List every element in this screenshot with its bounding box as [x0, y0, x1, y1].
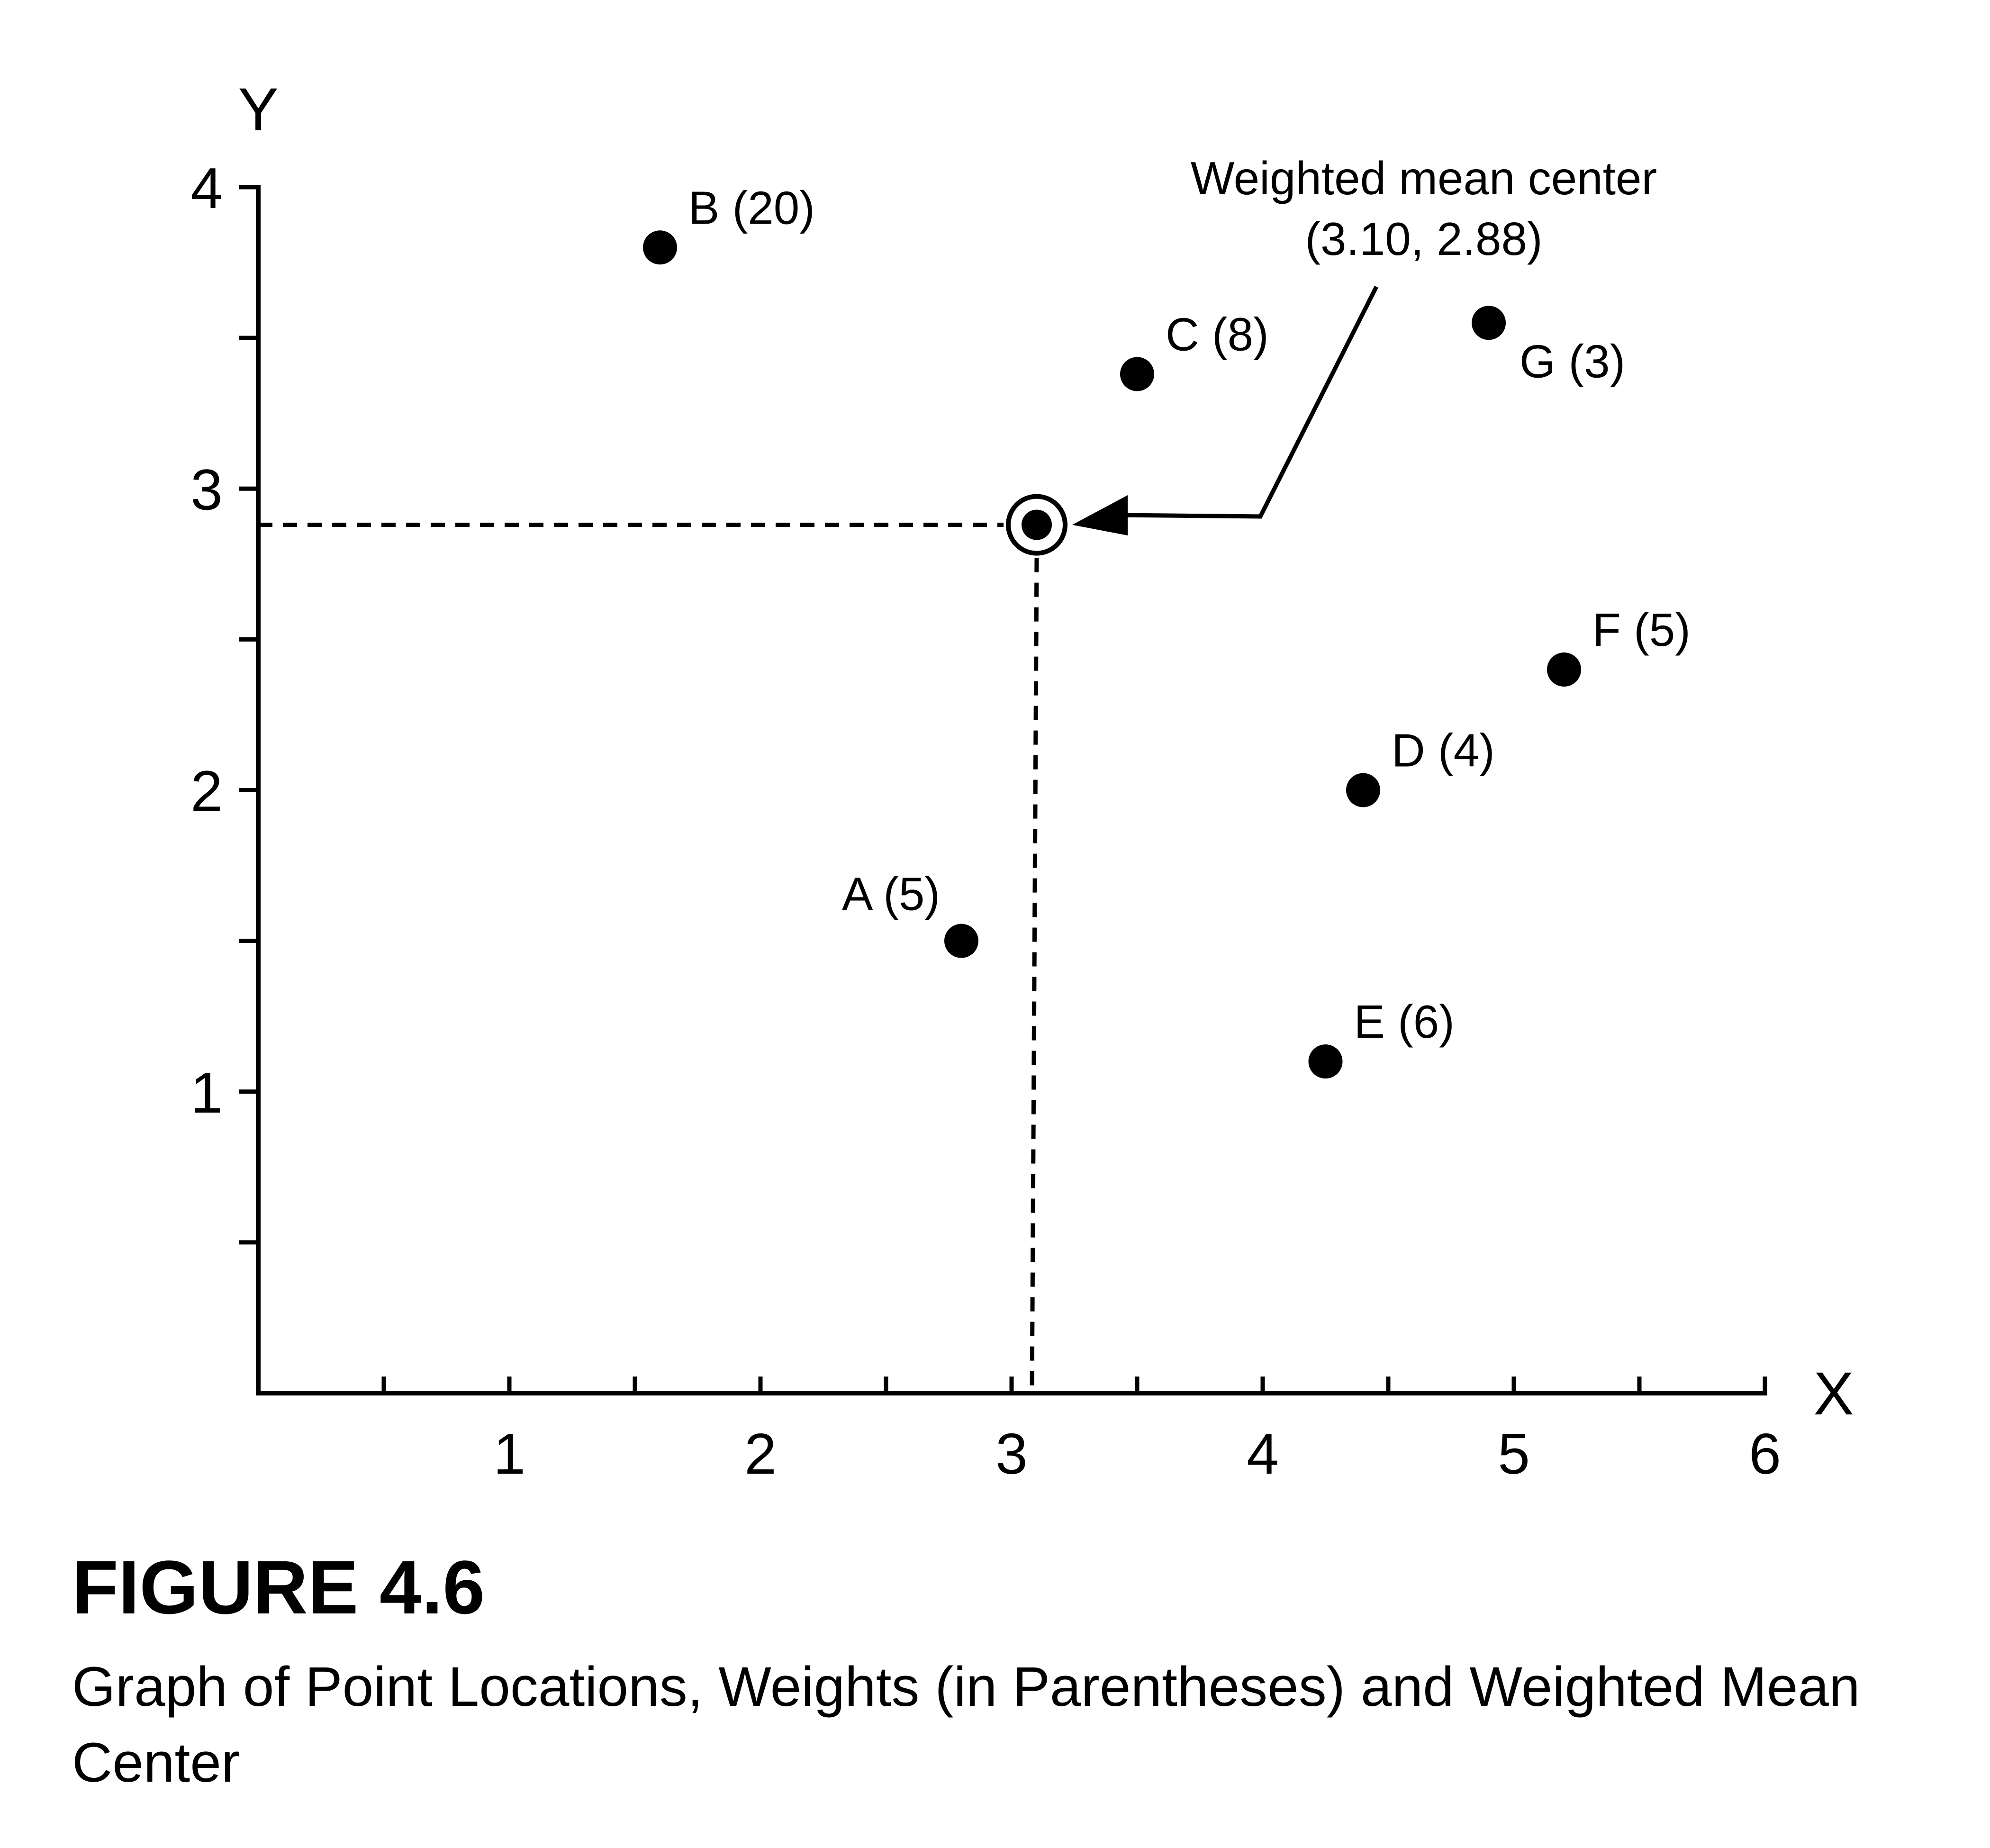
x-tick-label: 2	[744, 1422, 777, 1486]
point-label-d: D (4)	[1392, 725, 1495, 777]
point-label-b: B (20)	[688, 181, 815, 234]
x-tick-label: 6	[1749, 1422, 1781, 1486]
point-label-c: C (8)	[1166, 308, 1269, 360]
point-label-f: F (5)	[1592, 604, 1691, 656]
center-guide-lines	[258, 523, 1039, 1394]
y-tick-label: 4	[190, 156, 223, 220]
point-label-a: A (5)	[842, 868, 940, 920]
point-f	[1547, 652, 1581, 687]
point-c	[1120, 357, 1154, 391]
y-tick-label: 1	[190, 1060, 223, 1125]
x-tick-label: 4	[1247, 1422, 1279, 1486]
center-annotation: Weighted mean center (3.10, 2.88)	[1072, 152, 1657, 535]
x-tick-label: 3	[995, 1422, 1028, 1486]
point-e	[1308, 1044, 1343, 1079]
point-a	[944, 924, 978, 958]
y-tick-label: 2	[190, 759, 223, 824]
x-axis-label: X	[1813, 1360, 1854, 1428]
x-tick-label: 1	[493, 1422, 525, 1486]
y-axis-label: Y	[238, 76, 278, 144]
y-tick-label: 3	[190, 457, 223, 522]
weighted-mean-center-point	[1022, 509, 1052, 540]
center-guide-vertical	[1030, 558, 1039, 1394]
figure-number: FIGURE 4.6	[72, 1545, 485, 1630]
point-d	[1346, 773, 1380, 807]
figure-caption: Graph of Point Locations, Weights (in Pa…	[72, 1656, 1860, 1794]
point-b	[643, 230, 677, 265]
annotation-title: Weighted mean center	[1191, 152, 1657, 204]
point-label-e: E (6)	[1354, 996, 1455, 1048]
annotation-leader-line	[1120, 285, 1379, 519]
data-points: A (5) B (20) C (8) D (4) E (6) F (5) G (3)	[643, 181, 1691, 1079]
point-g	[1472, 306, 1506, 340]
axes: 1 2 3 4 5 6 1 2 3 4 X Y	[190, 76, 1854, 1486]
x-tick-label: 5	[1498, 1422, 1530, 1486]
point-label-g: G (3)	[1520, 335, 1625, 387]
annotation-coordinates: (3.10, 2.88)	[1305, 213, 1542, 265]
annotation-arrowhead	[1072, 495, 1128, 535]
